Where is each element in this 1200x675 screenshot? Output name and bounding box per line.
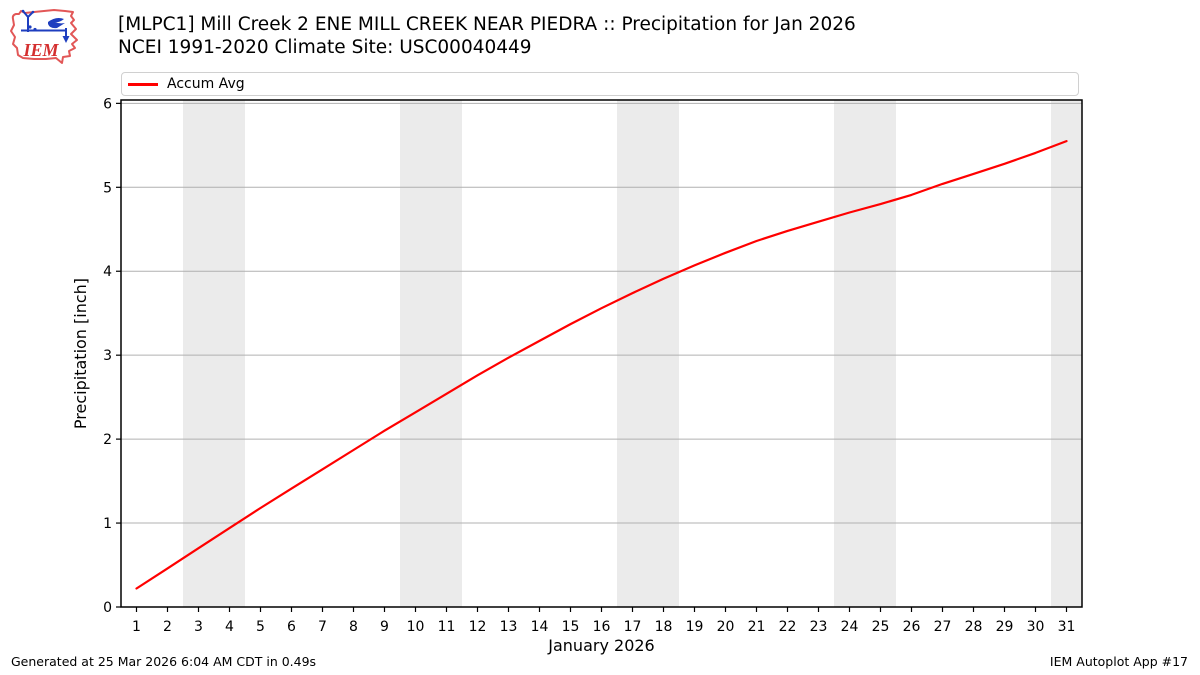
- y-tick-label: 4: [103, 264, 112, 280]
- x-tick-label: 10: [407, 619, 425, 635]
- y-axis-label: Precipitation [inch]: [71, 278, 90, 429]
- accum-avg-line: [135, 140, 1068, 590]
- x-tick-label: 27: [934, 619, 952, 635]
- x-tick-label: 24: [841, 619, 859, 635]
- x-tick-label: 13: [500, 619, 518, 635]
- x-tick-label: 16: [593, 619, 611, 635]
- y-tick-label: 2: [103, 432, 112, 448]
- weekend-band: [400, 100, 462, 607]
- x-tick-label: 25: [872, 619, 890, 635]
- x-tick-label: 17: [624, 619, 642, 635]
- x-tick-label: 20: [717, 619, 735, 635]
- x-tick-label: 29: [996, 619, 1014, 635]
- legend-label: Accum Avg: [167, 76, 245, 92]
- weekend-band: [1051, 100, 1082, 607]
- x-axis-label: January 2026: [547, 636, 654, 655]
- legend-line-swatch: [128, 82, 158, 86]
- x-tick-label: 7: [318, 619, 327, 635]
- weekend-band: [183, 100, 245, 607]
- x-tick-label: 19: [686, 619, 704, 635]
- x-axis: 1 2 3 4 5 6 7 8 9 10 11 12 13 14 15 16 17 18 19 20 21 22 23 24 2…: [132, 607, 1075, 635]
- generated-timestamp: Generated at 25 Mar 2026 6:04 AM CDT in …: [11, 654, 317, 669]
- logo-text: IEM: [22, 40, 59, 60]
- y-axis: 0 1 2 3 4 5 6: [103, 96, 121, 616]
- x-tick-label: 9: [380, 619, 389, 635]
- chart-title: [MLPC1] Mill Creek 2 ENE MILL CREEK NEAR…: [118, 14, 856, 35]
- y-tick-label: 5: [103, 180, 112, 196]
- x-tick-label: 5: [256, 619, 265, 635]
- x-tick-label: 23: [810, 619, 828, 635]
- weekend-band: [617, 100, 679, 607]
- weekend-band: [834, 100, 896, 607]
- iem-logo: IEM: [10, 9, 78, 64]
- x-tick-label: 2: [163, 619, 172, 635]
- chart-subtitle: NCEI 1991-2020 Climate Site: USC00040449: [118, 37, 532, 58]
- weather-vane-icon: [21, 9, 70, 43]
- x-tick-label: 1: [132, 619, 141, 635]
- x-tick-label: 14: [531, 619, 549, 635]
- y-tick-label: 0: [103, 600, 112, 616]
- x-tick-label: 12: [469, 619, 487, 635]
- x-tick-label: 18: [655, 619, 673, 635]
- weekend-bands: [183, 100, 1082, 607]
- y-tick-label: 1: [103, 516, 112, 532]
- plot-frame: [120, 99, 1083, 608]
- x-tick-label: 21: [748, 619, 766, 635]
- x-tick-label: 31: [1058, 619, 1076, 635]
- x-tick-label: 26: [903, 619, 921, 635]
- app-credit: IEM Autoplot App #17: [1049, 654, 1188, 669]
- x-tick-label: 3: [194, 619, 203, 635]
- x-tick-label: 22: [779, 619, 797, 635]
- x-tick-label: 15: [562, 619, 580, 635]
- x-tick-label: 11: [438, 619, 456, 635]
- legend: Accum Avg: [121, 72, 1079, 96]
- x-tick-label: 8: [349, 619, 358, 635]
- gridlines: [121, 102, 1082, 524]
- x-tick-label: 30: [1027, 619, 1045, 635]
- y-tick-label: 6: [103, 96, 112, 112]
- y-tick-label: 3: [103, 348, 112, 364]
- x-tick-label: 4: [225, 619, 234, 635]
- legend-item: Accum Avg: [128, 76, 245, 92]
- x-tick-label: 6: [287, 619, 296, 635]
- x-tick-label: 28: [965, 619, 983, 635]
- title-block: [MLPC1] Mill Creek 2 ENE MILL CREEK NEAR…: [118, 13, 856, 59]
